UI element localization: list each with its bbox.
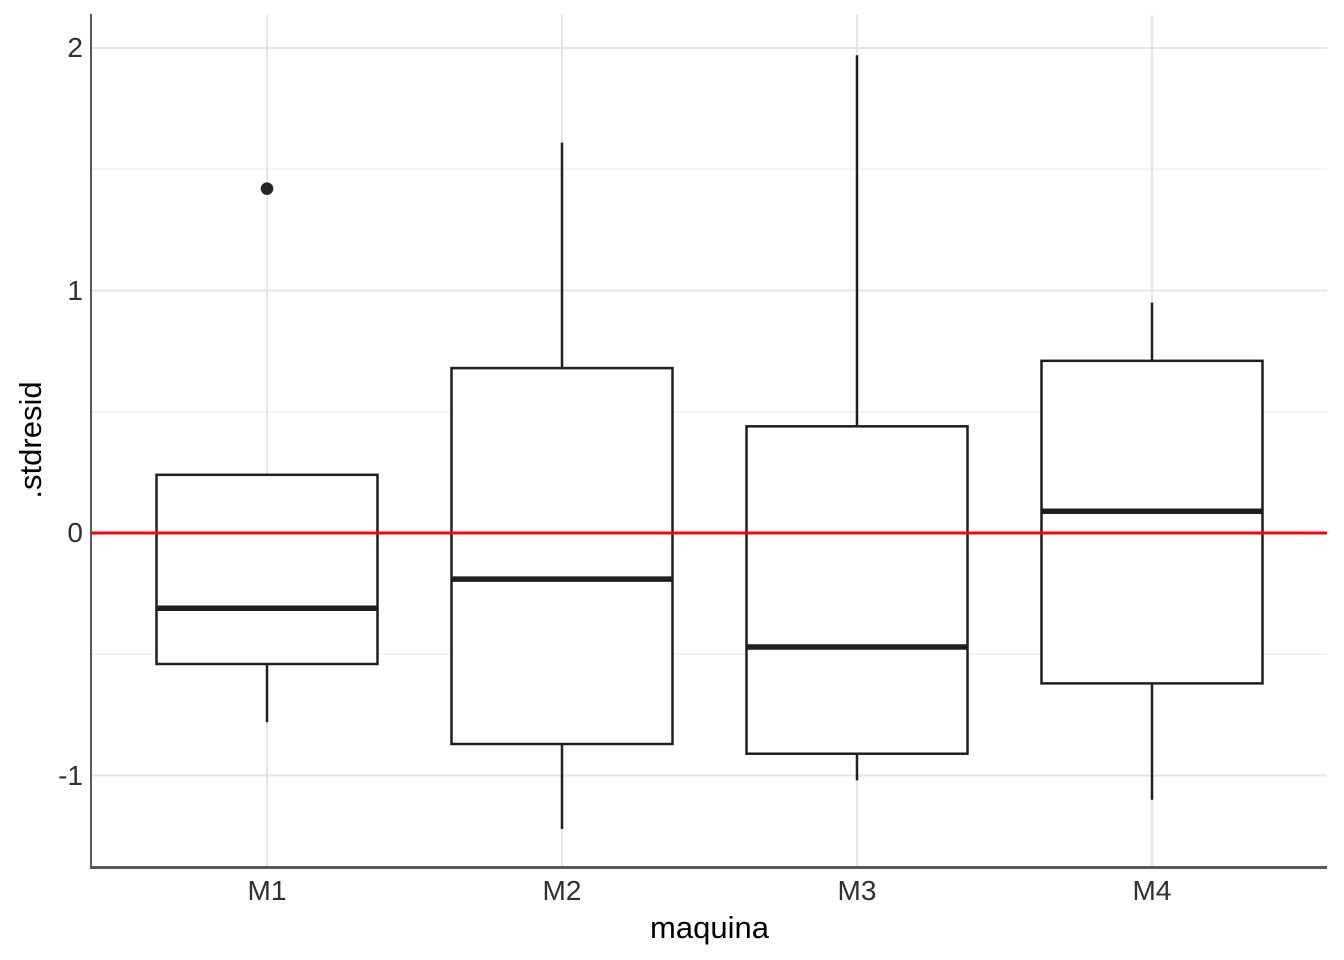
y-axis-title: .stdresid <box>13 381 48 499</box>
box-M3 <box>745 425 969 755</box>
boxplot-canvas <box>92 15 1327 866</box>
box-M1 <box>155 473 379 666</box>
outlier-point-M1 <box>260 182 274 195</box>
x-tick-label-M3: M3 <box>837 875 877 906</box>
y-tick-label-2: 2 <box>67 31 83 63</box>
plot-panel <box>92 15 1327 866</box>
y-tick-label-0: 0 <box>67 517 83 549</box>
x-tick-label-M4: M4 <box>1132 875 1172 906</box>
x-axis-title: maquina <box>650 910 769 945</box>
x-tick-label-M2: M2 <box>542 875 582 906</box>
box-M4 <box>1040 359 1264 685</box>
x-tick-label-M1: M1 <box>247 875 287 906</box>
y-axis-line <box>89 14 92 868</box>
y-tick-label-1: 1 <box>67 274 83 306</box>
x-axis-line <box>89 866 1327 869</box>
box-M2 <box>450 366 674 746</box>
y-tick-label--1: -1 <box>58 759 83 791</box>
